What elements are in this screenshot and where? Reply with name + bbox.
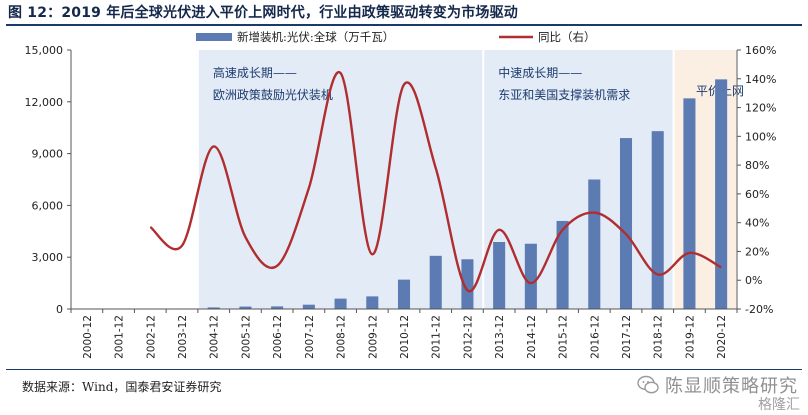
bar-2019-12: [683, 98, 696, 309]
bar-2014-12: [524, 243, 537, 309]
x-tick-label: 2001-12: [114, 315, 126, 359]
x-tick-label: 2005-12: [240, 315, 252, 359]
bar-2010-12: [397, 279, 411, 309]
x-tick-label: 2009-12: [367, 315, 379, 359]
y-right-tick-label: 60%: [745, 188, 769, 201]
x-tick-label: 2012-12: [462, 315, 474, 359]
bar-2005-12: [239, 306, 252, 309]
watermark-subtext: 格隆汇: [758, 397, 800, 413]
y-left-tick-label: 12,000: [25, 96, 64, 109]
bar-2017-12: [619, 138, 633, 309]
y-left-tick-label: 0: [56, 303, 63, 316]
watermark-text: 陈显顺策略研究: [665, 376, 798, 397]
y-left-tick-label: 15,000: [25, 44, 64, 57]
bar-2018-12: [651, 131, 664, 309]
x-tick-label: 2004-12: [209, 315, 221, 359]
chart-canvas: 高速成长期——欧洲政策鼓励光伏装机中速成长期——东亚和美国支撑装机需求平价上网 …: [25, 30, 777, 359]
bar-2013-12: [493, 242, 506, 309]
x-tick-label: 2013-12: [494, 315, 506, 359]
x-tick-label: 2003-12: [177, 315, 189, 359]
axes-layer: 0 3,000 6,000 9,000 12,000 15,000 -20% 0% 20% 40%…: [25, 44, 777, 359]
x-tick-label: 2011-12: [431, 315, 443, 359]
x-tick-label: 2014-12: [526, 315, 538, 359]
x-tick-label: 2006-12: [272, 315, 284, 359]
y-right-tick-label: 20%: [745, 245, 769, 258]
y-left-tick-label: 9,000: [32, 148, 64, 161]
y-left-tick-label: 6,000: [32, 199, 64, 212]
watermark: 陈显顺策略研究: [637, 372, 798, 398]
legend-label-line: 同比（右）: [538, 30, 596, 44]
period-label-1-line-1: 高速成长期——: [213, 65, 297, 80]
x-tick-label: 2019-12: [684, 315, 696, 359]
legend-swatch-bars: [196, 33, 232, 41]
bar-2009-12: [366, 296, 379, 309]
x-tick-label: 2010-12: [399, 315, 411, 359]
figure-title: 图 12：2019 年后全球光伏进入平价上网时代，行业由政策驱动转变为市场驱动: [8, 5, 518, 21]
line-series-layer: [149, 71, 722, 293]
bar-2016-12: [588, 179, 601, 309]
x-tick-label: 2018-12: [653, 315, 665, 359]
x-tick-label: 2007-12: [304, 315, 316, 359]
legend: 新增装机:光伏:全球（万千瓦） 同比（右）: [196, 30, 596, 44]
y-left-tick-label: 3,000: [32, 251, 64, 264]
bar-2015-12: [556, 220, 569, 309]
y-right-tick-label: 80%: [745, 159, 769, 172]
y-right-tick-label: 100%: [745, 130, 776, 143]
bar-2006-12: [271, 306, 284, 309]
x-tick-label: 2002-12: [145, 315, 157, 359]
bar-2020-12: [715, 79, 728, 309]
legend-label-bars: 新增装机:光伏:全球（万千瓦）: [237, 30, 394, 44]
bar-series-layer: [144, 79, 728, 309]
footer-rule: [6, 369, 802, 370]
y-right-tick-label: 140%: [745, 73, 776, 86]
period-label-2-line-1: 中速成长期——: [498, 65, 582, 80]
bar-2012-12: [461, 259, 474, 309]
y-right-tick-label: 160%: [745, 44, 776, 57]
wechat-icon: [637, 375, 659, 394]
data-source-note: 数据来源：Wind，国泰君安证券研究: [22, 380, 222, 394]
bar-2004-12: [207, 307, 220, 309]
y-right-tick-label: 120%: [745, 102, 776, 115]
y-right-tick-label: 40%: [745, 217, 769, 230]
x-tick-label: 2016-12: [589, 315, 601, 359]
x-tick-label: 2020-12: [716, 315, 728, 359]
x-tick-label: 2015-12: [558, 315, 570, 359]
period-label-2-line-2: 东亚和美国支撑装机需求: [498, 87, 630, 102]
bar-2007-12: [302, 304, 315, 309]
title-rule: [6, 24, 802, 26]
x-tick-label: 2017-12: [621, 315, 633, 359]
y-right-tick-label: 0%: [745, 274, 762, 287]
period-label-1-line-2: 欧洲政策鼓励光伏装机: [213, 88, 333, 102]
x-tick-label: 2008-12: [336, 315, 348, 359]
period-shade-2: [484, 50, 673, 309]
x-tick-label: 2000-12: [82, 315, 94, 359]
y-right-tick-label: -20%: [745, 303, 773, 316]
bar-2008-12: [334, 298, 347, 309]
bar-2011-12: [429, 255, 442, 309]
